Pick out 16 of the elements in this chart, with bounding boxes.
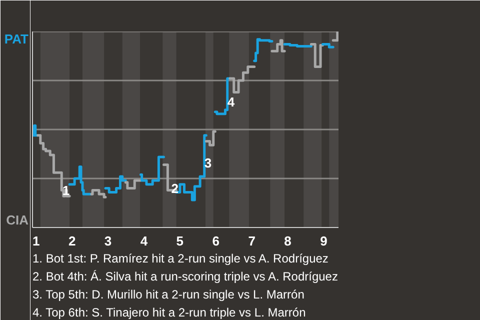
x-tick-label: 5 (176, 234, 184, 248)
text: 4. Top 6th: S. Tinajero hit a 2-run triple vs L. Marrón (32, 306, 306, 320)
text: 1. Bot 1st: P. Ramírez hit a 2-run single vs A. Rodríguez (32, 252, 328, 266)
text: 2. Bot 4th: Á. Silva hit a run-scoring triple vs A. Rodríguez (32, 270, 338, 284)
annotation: 2 (171, 180, 179, 196)
x-tick-label: 7 (248, 234, 256, 248)
x-tick-label: 4 (140, 234, 148, 248)
x-tick-label: 8 (284, 234, 292, 248)
x-tick-label: 6 (212, 234, 220, 248)
x-tick-label: 1 (32, 234, 40, 248)
text: PAT (4, 32, 29, 46)
x-tick-label: 3 (104, 234, 112, 248)
x-tick-label: 2 (68, 234, 76, 248)
text: 3. Top 5th: D. Murillo hit a 2-run single vs L. Marrón (32, 288, 304, 302)
text: CIA (6, 212, 30, 228)
x-tick-label: 9 (320, 234, 328, 248)
